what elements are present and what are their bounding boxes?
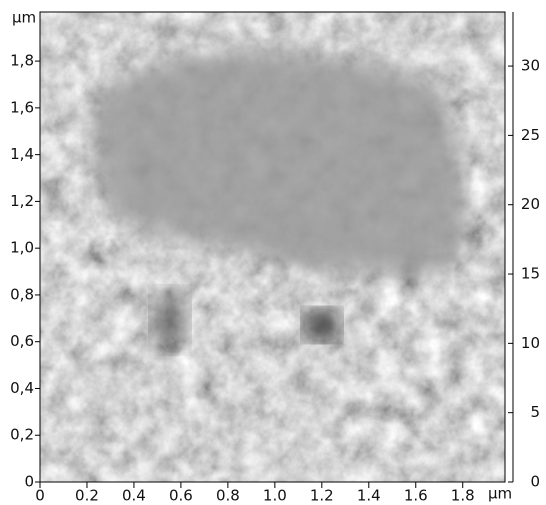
afm-image — [40, 12, 505, 482]
y2-tick-label: 25 — [521, 126, 540, 144]
x-tick-label: 1.2 — [310, 487, 334, 505]
x-tick-label: 0 — [35, 487, 45, 505]
y-tick-label: 0 — [24, 473, 34, 491]
y-tick-label: 1,6 — [10, 98, 34, 116]
x-tick-label: 1.4 — [357, 487, 381, 505]
y-tick-label: 0,6 — [10, 332, 34, 350]
y-tick-label: 1,8 — [10, 52, 34, 70]
y-tick-label: 1,0 — [10, 239, 34, 257]
x-tick-label: 1.0 — [263, 487, 287, 505]
y2-tick-label: 5 — [530, 403, 540, 421]
y-tick-label: 0,8 — [10, 285, 34, 303]
y-tick-label: 0,2 — [10, 426, 34, 444]
y-unit: µm — [12, 9, 36, 27]
y2-tick-label: 0 — [530, 473, 540, 491]
y2-tick-label: 20 — [521, 195, 540, 213]
y2-tick-label: 30 — [521, 57, 540, 75]
x-tick-label: 1.8 — [451, 487, 475, 505]
x-tick-label: 0.8 — [216, 487, 240, 505]
x-tick-label: 0.2 — [75, 487, 99, 505]
y-tick-label: 1,4 — [10, 145, 34, 163]
y-tick-label: 1,2 — [10, 192, 34, 210]
x-tick-label: 0.4 — [122, 487, 146, 505]
y-tick-label: 0,4 — [10, 379, 34, 397]
x-tick-label: 0.6 — [169, 487, 193, 505]
afm-figure: µm µm 0 0.2 0.4 0.6 0.8 1.0 1.2 1.4 1.6 1.8 0 0,2 0,… — [0, 0, 546, 505]
x-unit: µm — [488, 485, 512, 503]
y2-tick-label: 15 — [521, 265, 540, 283]
y2-tick-label: 10 — [521, 334, 540, 352]
x-tick-label: 1.6 — [404, 487, 428, 505]
